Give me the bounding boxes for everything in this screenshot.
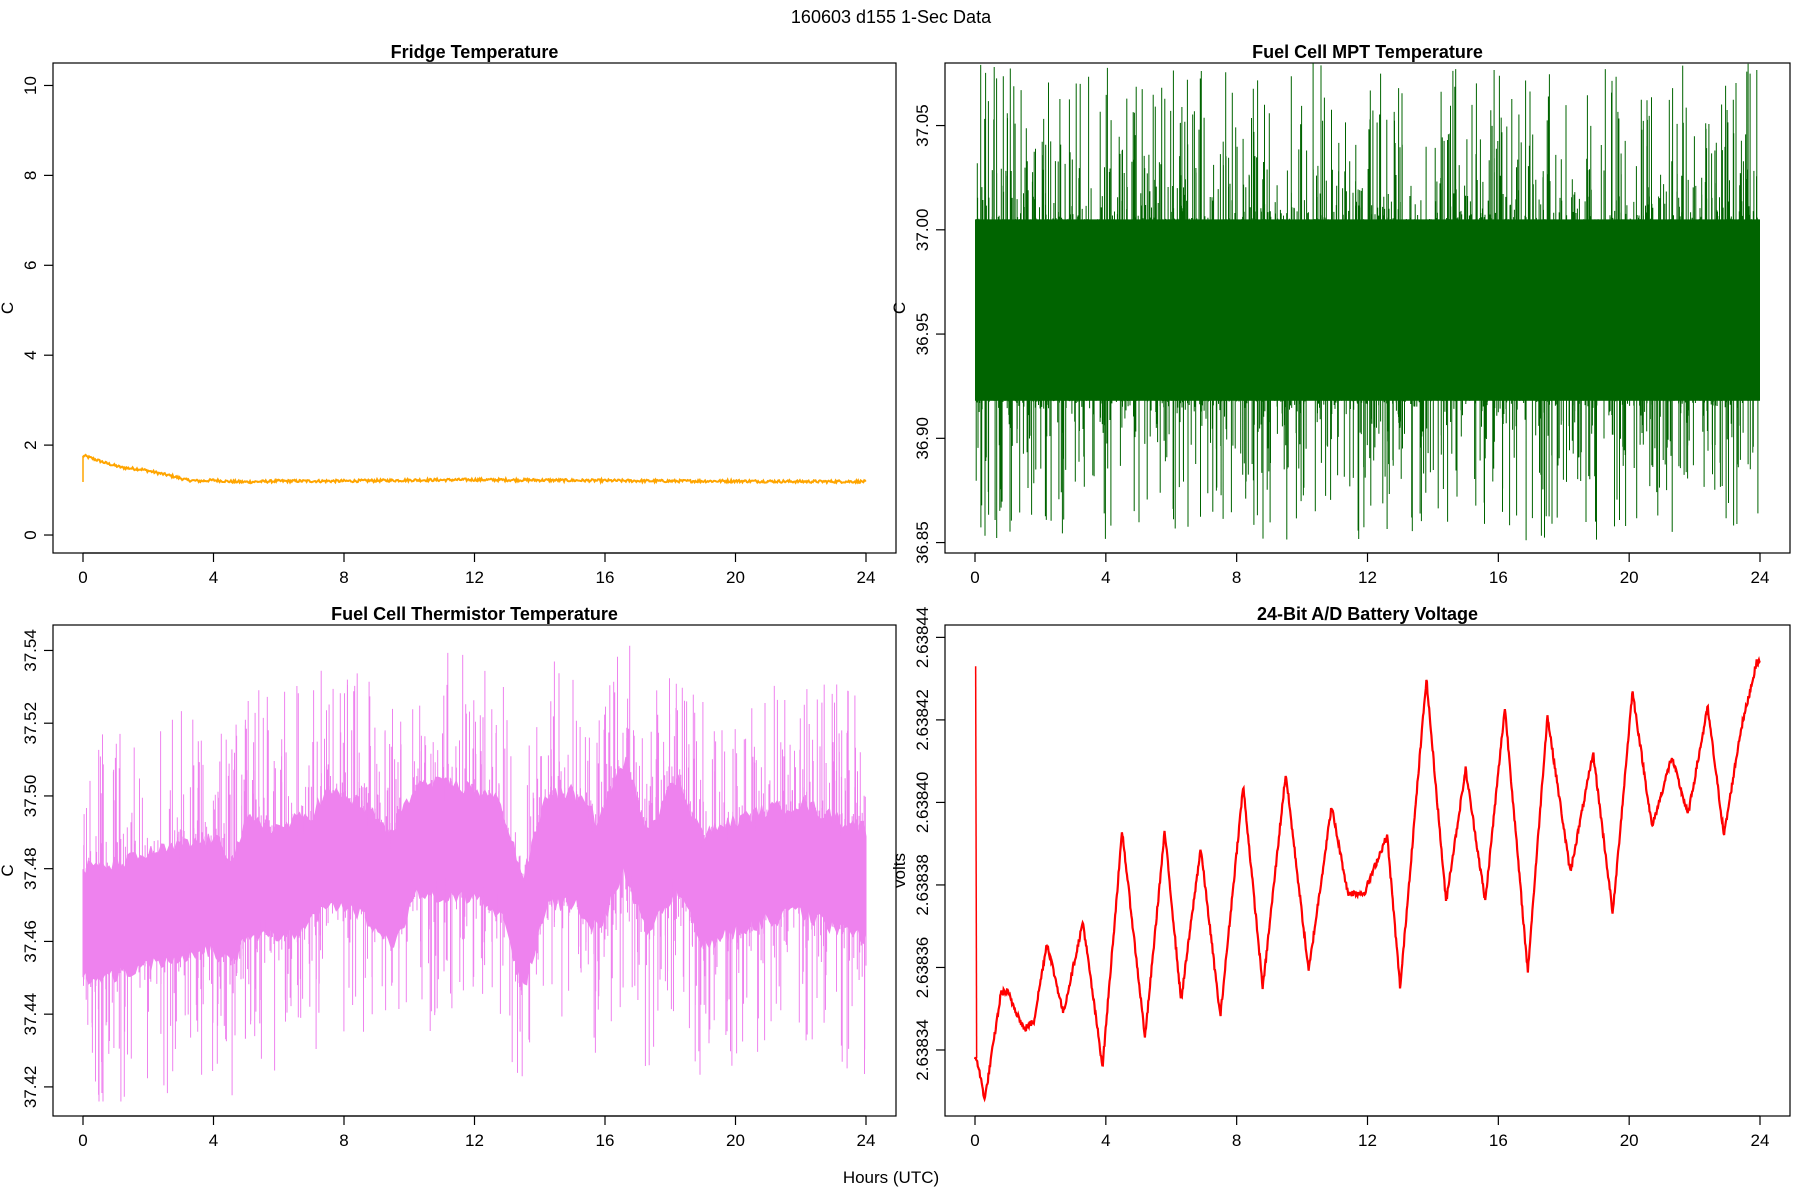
- mpt-dense-band: [975, 219, 1760, 401]
- fridge-x-tick-label: 20: [726, 568, 745, 587]
- figure-title: 160603 d155 1-Sec Data: [791, 7, 992, 27]
- figure-x-axis-label: Hours (UTC): [843, 1168, 939, 1187]
- thermistor-x-tick-label: 8: [339, 1131, 348, 1150]
- fridge-x-tick-label: 24: [857, 568, 876, 587]
- mpt-x-tick-label: 4: [1101, 568, 1110, 587]
- panel-fridge-temperature: Fridge Temperature048121620240246810C: [0, 42, 897, 587]
- thermistor-spikes: [83, 645, 867, 1102]
- thermistor-y-tick-label: 37.44: [21, 993, 40, 1036]
- mpt-y-axis-label: C: [890, 302, 909, 314]
- fridge-line: [82, 453, 867, 485]
- thermistor-x-tick-label: 0: [78, 1131, 87, 1150]
- fridge-x-tick-label: 12: [465, 568, 484, 587]
- mpt-x-tick-label: 0: [970, 568, 979, 587]
- battery-y-tick-label: 2.63834: [913, 1019, 932, 1080]
- panel-fuel-cell-thermistor-temperature: Fuel Cell Thermistor Temperature 0 4 8 12 16 2…: [0, 604, 897, 1150]
- fridge-y-tick-label: 6: [21, 261, 40, 270]
- mpt-series: [975, 63, 1760, 541]
- battery-initial-spike: [974, 666, 978, 1059]
- fridge-x-tick-label: 0: [78, 568, 87, 587]
- battery-plot-frame: [944, 624, 1791, 1117]
- battery-y-tick-label: 2.63840: [913, 772, 932, 833]
- battery-y-axis-label: volts: [890, 853, 909, 888]
- fridge-y-tick-label: 8: [21, 171, 40, 180]
- thermistor-y-axis-label: C: [0, 864, 17, 876]
- thermistor-y-tick-label: 37.54: [21, 629, 40, 672]
- thermistor-x-tick-label: 12: [465, 1131, 484, 1150]
- battery-series: [973, 656, 1761, 1103]
- thermistor-x-tick-label: 4: [209, 1131, 218, 1150]
- panel-battery-voltage: 24-Bit A/D Battery Voltage 0 4 8 12 16 20 24 2.6…: [890, 604, 1791, 1150]
- battery-x-tick-label: 24: [1751, 1131, 1770, 1150]
- mpt-y-tick-label: 36.85: [913, 521, 932, 564]
- mpt-title: Fuel Cell MPT Temperature: [1252, 42, 1483, 62]
- thermistor-x-tick-label: 20: [726, 1131, 745, 1150]
- battery-x-tick-label: 4: [1101, 1131, 1110, 1150]
- fridge-y-tick-label: 10: [21, 76, 40, 95]
- battery-x-tick-label: 20: [1620, 1131, 1639, 1150]
- battery-line: [973, 656, 1761, 1103]
- battery-y-tick-label: 2.63836: [913, 937, 932, 998]
- mpt-x-tick-label: 12: [1358, 568, 1377, 587]
- battery-y-tick-label: 2.63842: [913, 689, 932, 750]
- thermistor-y-tick-label: 37.46: [21, 920, 40, 963]
- fridge-y-tick-label: 4: [21, 350, 40, 359]
- mpt-y-tick-label: 37.00: [913, 209, 932, 252]
- thermistor-y-tick-label: 37.42: [21, 1066, 40, 1109]
- battery-x-tick-label: 0: [970, 1131, 979, 1150]
- battery-x-tick-label: 16: [1489, 1131, 1508, 1150]
- thermistor-y-tick-label: 37.50: [21, 775, 40, 818]
- mpt-x-tick-label: 16: [1489, 568, 1508, 587]
- fridge-x-tick-label: 16: [596, 568, 615, 587]
- thermistor-title: Fuel Cell Thermistor Temperature: [331, 604, 618, 624]
- battery-y-tick-label: 2.63838: [913, 854, 932, 915]
- battery-title: 24-Bit A/D Battery Voltage: [1257, 604, 1478, 624]
- panel-fuel-cell-mpt-temperature: Fuel Cell MPT Temperature 0 4 8 12 16 20 24 36.8…: [890, 42, 1791, 587]
- fridge-title: Fridge Temperature: [391, 42, 559, 62]
- mpt-x-tick-label: 8: [1232, 568, 1241, 587]
- fridge-y-tick-label: 0: [21, 530, 40, 539]
- fridge-y-tick-label: 2: [21, 440, 40, 449]
- fridge-y-axis-label: C: [0, 302, 17, 314]
- thermistor-series: [82, 645, 867, 1102]
- mpt-spikes: [975, 63, 1759, 541]
- mpt-y-tick-label: 36.90: [913, 417, 932, 460]
- thermistor-x-tick-label: 16: [596, 1131, 615, 1150]
- thermistor-y-tick-label: 37.52: [21, 702, 40, 745]
- mpt-y-tick-label: 37.05: [913, 104, 932, 147]
- battery-x-tick-label: 12: [1358, 1131, 1377, 1150]
- fridge-x-tick-label: 8: [339, 568, 348, 587]
- fridge-series: [82, 453, 867, 485]
- mpt-x-tick-label: 24: [1751, 568, 1770, 587]
- battery-x-tick-label: 8: [1232, 1131, 1241, 1150]
- fridge-x-tick-label: 4: [209, 568, 218, 587]
- mpt-x-tick-label: 20: [1620, 568, 1639, 587]
- battery-y-tick-label: 2.63844: [913, 607, 932, 668]
- mpt-y-tick-label: 36.95: [913, 313, 932, 356]
- thermistor-y-tick-label: 37.48: [21, 847, 40, 890]
- thermistor-x-tick-label: 24: [857, 1131, 876, 1150]
